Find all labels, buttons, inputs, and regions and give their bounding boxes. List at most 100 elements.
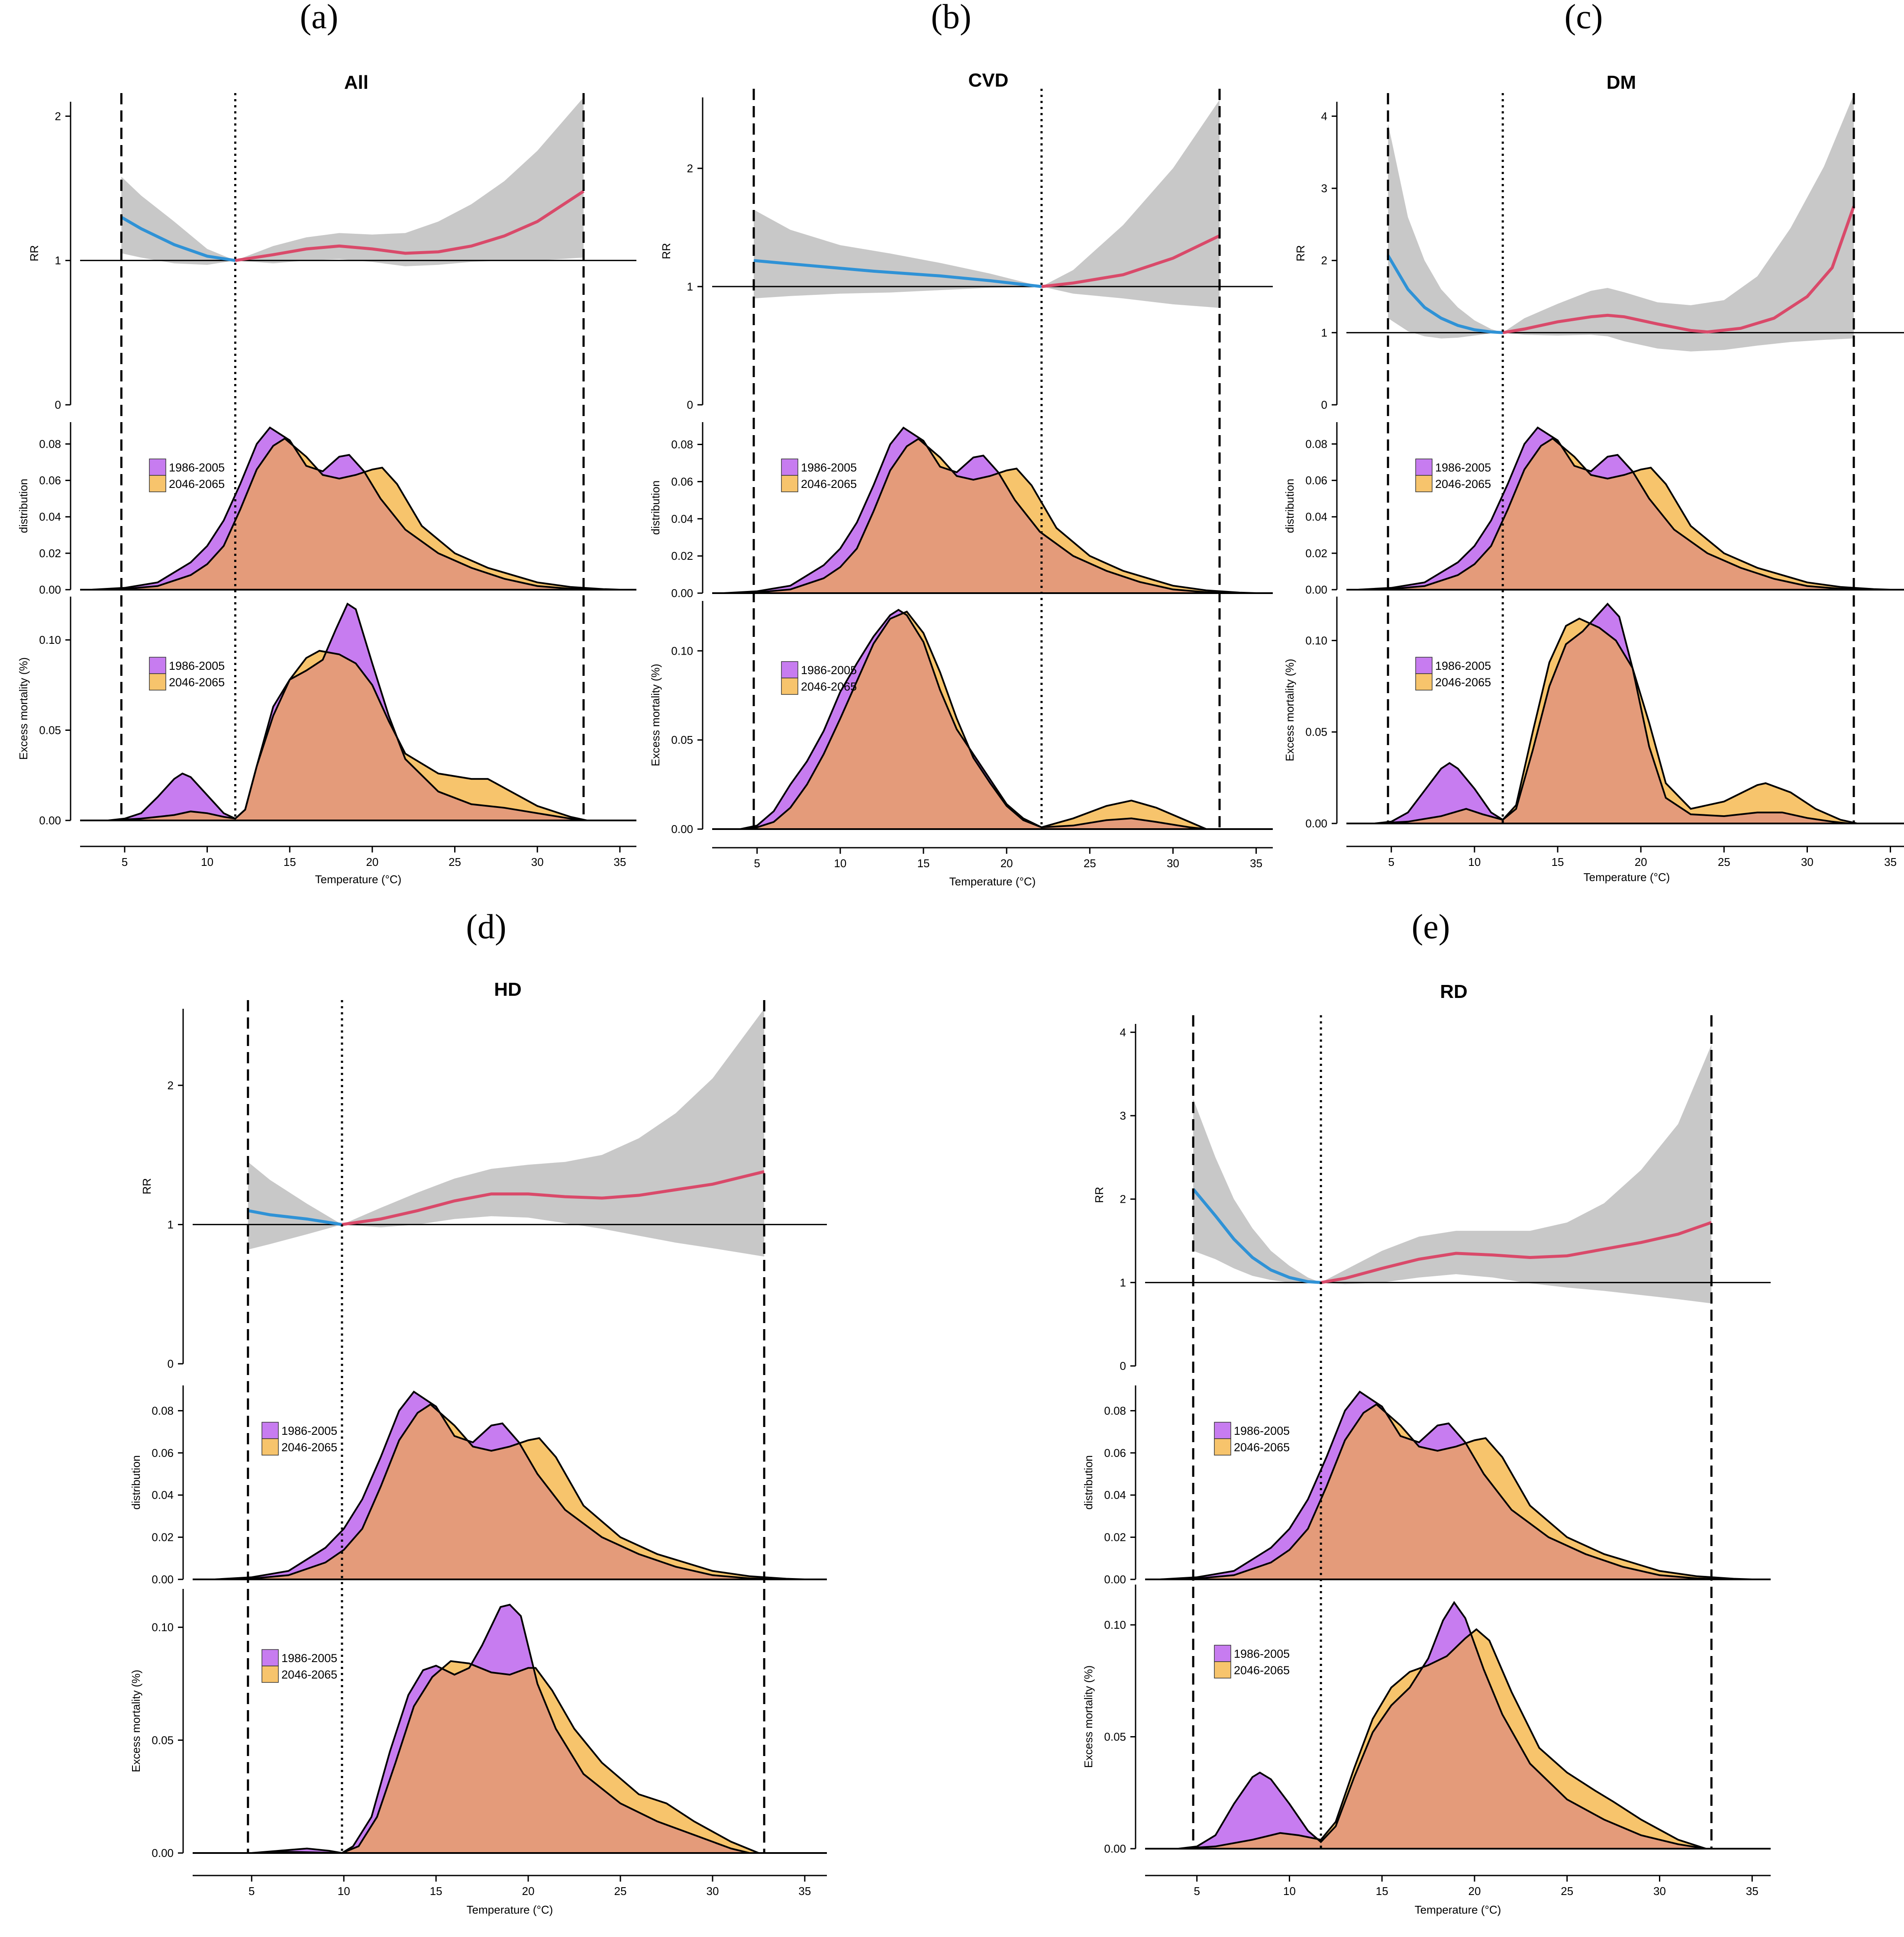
distribution-y-tick-label: 0.06 bbox=[39, 474, 61, 487]
rr-y-tick-label: 1 bbox=[1120, 1276, 1126, 1289]
x-tick-label: 35 bbox=[1746, 1885, 1759, 1898]
excess-mortality-legend: 1986-2005 2046-2065 bbox=[781, 661, 857, 695]
rr-cold-curve bbox=[1387, 255, 1503, 334]
excess-mortality-y-tick-label: 0.05 bbox=[1305, 726, 1327, 739]
legend-swatch-2046-2065 bbox=[1214, 1661, 1231, 1679]
distribution-outline-2046-2065 bbox=[215, 1403, 805, 1580]
distribution-y-label: distribution bbox=[1082, 1455, 1095, 1510]
distribution-plot: 0.00 0.02 0.04 0.06 0.08 distribution 1986-200… bbox=[1283, 422, 1904, 596]
excess-mortality-overlap-area bbox=[252, 1665, 759, 1853]
x-tick-label: 20 bbox=[522, 1885, 535, 1898]
excess-mortality-y-tick-label: 0.10 bbox=[1305, 634, 1327, 647]
x-tick-label: 30 bbox=[706, 1885, 719, 1898]
excess-mortality-y-tick-label: 0.00 bbox=[671, 823, 693, 836]
rr-heat-curve bbox=[1041, 234, 1220, 288]
distribution-legend: 1986-2005 2046-2065 bbox=[149, 458, 225, 492]
legend-label-1986-2005: 1986-2005 bbox=[169, 659, 225, 672]
legend-swatch-1986-2005 bbox=[781, 661, 798, 678]
rr-y-tick-label: 4 bbox=[1120, 1026, 1126, 1039]
excess-mortality-outline-1986-2005 bbox=[1375, 602, 1849, 824]
excess-mortality-y-label: Excess mortality (%) bbox=[129, 1670, 142, 1772]
excess-mortality-y-label: Excess mortality (%) bbox=[1082, 1666, 1095, 1768]
excess-mortality-y-tick-label: 0.05 bbox=[152, 1734, 174, 1747]
legend-label-2046-2065: 2046-2065 bbox=[1234, 1664, 1290, 1677]
distribution-y-label: distribution bbox=[1283, 479, 1296, 533]
distribution-y-tick-label: 0.00 bbox=[1104, 1573, 1126, 1586]
excess-mortality-outline-2046-2065 bbox=[740, 610, 1207, 830]
legend-swatch-2046-2065 bbox=[261, 1666, 279, 1683]
distribution-y-tick-label: 0.00 bbox=[152, 1573, 174, 1586]
distribution-outline-2046-2065 bbox=[723, 438, 1256, 594]
excess-mortality-y-tick-label: 0.10 bbox=[152, 1621, 174, 1634]
legend-swatch-1986-2005 bbox=[1415, 458, 1433, 476]
distribution-legend: 1986-2005 2046-2065 bbox=[1214, 1422, 1290, 1456]
x-tick-label: 25 bbox=[449, 856, 461, 868]
legend-label-1986-2005: 1986-2005 bbox=[1435, 659, 1491, 672]
x-tick-label: 10 bbox=[338, 1885, 350, 1898]
panel-title: HD bbox=[494, 979, 522, 1000]
distribution-legend: 1986-2005 2046-2065 bbox=[1415, 458, 1491, 492]
rr-y-label: RR bbox=[1093, 1187, 1106, 1203]
rr-y-label: RR bbox=[140, 1178, 153, 1194]
distribution-y-tick-label: 0.08 bbox=[1104, 1404, 1126, 1417]
x-tick-label: 35 bbox=[1250, 857, 1262, 870]
distribution-y-tick-label: 0.06 bbox=[1104, 1446, 1126, 1459]
excess-mortality-outline-2046-2065 bbox=[108, 650, 587, 821]
legend-label-1986-2005: 1986-2005 bbox=[281, 1652, 337, 1665]
excess-mortality-y-label: Excess mortality (%) bbox=[1283, 659, 1296, 762]
legend-swatch-1986-2005 bbox=[261, 1649, 279, 1666]
distribution-y-tick-label: 0.06 bbox=[671, 475, 693, 488]
distribution-legend: 1986-2005 2046-2065 bbox=[781, 458, 857, 492]
rr-cold-curve bbox=[248, 1209, 342, 1226]
excess-mortality-y-tick-label: 0.00 bbox=[1104, 1842, 1126, 1855]
distribution-overlap-area bbox=[723, 439, 1256, 593]
excess-mortality-overlap-area bbox=[740, 613, 1207, 829]
legend-swatch-2046-2065 bbox=[149, 673, 166, 691]
distribution-y-tick-label: 0.00 bbox=[39, 583, 61, 596]
distribution-y-tick-label: 0.02 bbox=[152, 1531, 174, 1544]
x-tick-label: 10 bbox=[1283, 1885, 1296, 1898]
distribution-y-tick-label: 0.08 bbox=[671, 438, 693, 451]
x-tick-label: 15 bbox=[284, 856, 296, 868]
panel-title: DM bbox=[1607, 72, 1636, 93]
excess-mortality-legend: 1986-2005 2046-2065 bbox=[1415, 657, 1491, 691]
distribution-y-label: distribution bbox=[129, 1455, 142, 1510]
distribution-y-tick-label: 0.04 bbox=[1305, 510, 1327, 523]
x-tick-label: 15 bbox=[1552, 856, 1564, 868]
rr-y-tick-label: 2 bbox=[687, 162, 693, 175]
x-tick-label: 25 bbox=[1084, 857, 1096, 870]
distribution-outline-2046-2065 bbox=[1160, 1403, 1752, 1580]
x-axis-label: Temperature (°C) bbox=[1415, 1903, 1501, 1916]
x-tick-label: 5 bbox=[248, 1885, 255, 1898]
distribution-outline-1986-2005 bbox=[723, 426, 1240, 594]
distribution-y-tick-label: 0.02 bbox=[1104, 1531, 1126, 1544]
legend-swatch-1986-2005 bbox=[1214, 1645, 1231, 1662]
legend-swatch-2046-2065 bbox=[1415, 475, 1433, 492]
rr-y-tick-label: 0 bbox=[168, 1357, 174, 1370]
distribution-plot: 0.00 0.02 0.04 0.06 0.08 distribution 1986-200… bbox=[129, 1385, 827, 1586]
distribution-y-tick-label: 0.04 bbox=[39, 510, 61, 523]
x-tick-label: 5 bbox=[1194, 1885, 1200, 1898]
distribution-y-tick-label: 0.00 bbox=[671, 587, 693, 600]
legend-label-2046-2065: 2046-2065 bbox=[1435, 478, 1491, 491]
x-tick-label: 5 bbox=[754, 857, 760, 870]
x-tick-label: 15 bbox=[917, 857, 930, 870]
panel-letter: (e) bbox=[1412, 908, 1450, 946]
legend-swatch-2046-2065 bbox=[781, 678, 798, 695]
rr-y-label: RR bbox=[28, 245, 41, 261]
panels: (a) All 0 1 2 RR 0.00 0.02 0.04 0.06 0.08 distribut… bbox=[17, 0, 1904, 1916]
excess-mortality-outline-1986-2005 bbox=[108, 602, 587, 821]
excess-mortality-y-label: Excess mortality (%) bbox=[649, 664, 662, 766]
rr-y-tick-label: 3 bbox=[1321, 182, 1327, 195]
x-tick-label: 30 bbox=[1167, 857, 1179, 870]
rr-confidence-band bbox=[754, 100, 1220, 308]
distribution-y-tick-label: 0.08 bbox=[152, 1404, 174, 1417]
rr-cold-curve bbox=[120, 216, 236, 262]
legend-label-2046-2065: 2046-2065 bbox=[801, 478, 857, 491]
panel-rd: (e) RD 0 1 2 3 4 RR 0.00 0.02 0.04 0.06 0.08 distribu… bbox=[1082, 908, 1771, 1916]
distribution-y-tick-label: 0.06 bbox=[1305, 474, 1327, 487]
distribution-overlap-area bbox=[1160, 1404, 1752, 1579]
distribution-plot: 0.00 0.02 0.04 0.06 0.08 distribution 1986-200… bbox=[1082, 1385, 1771, 1586]
x-tick-label: 30 bbox=[1653, 1885, 1666, 1898]
